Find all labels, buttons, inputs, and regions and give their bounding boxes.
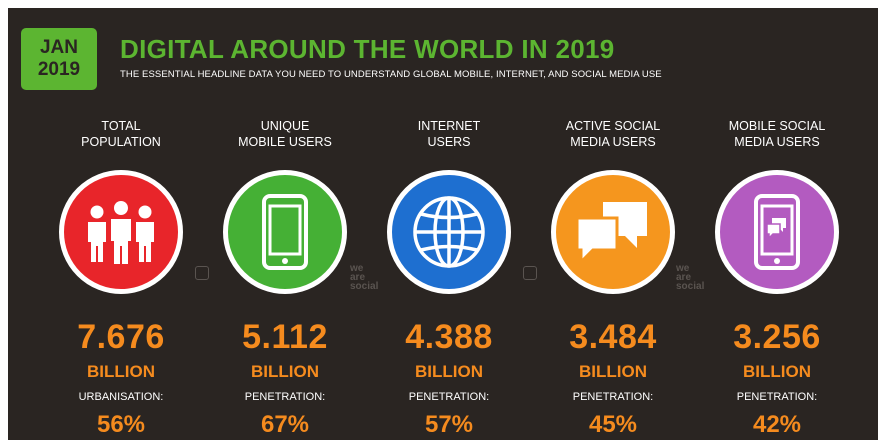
mobile-chat-icon bbox=[754, 194, 800, 270]
stat-value: 7.676 bbox=[77, 318, 165, 356]
stat-value: 3.484 bbox=[569, 318, 657, 356]
owl-logo-icon bbox=[523, 266, 537, 280]
metric-label: PENETRATION: bbox=[736, 391, 818, 403]
mobile-phone-icon bbox=[262, 194, 308, 270]
metric-label: URBANISATION: bbox=[78, 391, 164, 403]
stat-label-line1: ACTIVE SOCIAL bbox=[565, 119, 661, 133]
stat-label-line2: USERS bbox=[427, 135, 471, 149]
badge-year: 2019 bbox=[37, 59, 81, 80]
stat-unit: BILLION bbox=[579, 362, 647, 381]
stat-circle bbox=[59, 170, 183, 294]
stat-label: UNIQUE MOBILE USERS bbox=[238, 118, 332, 152]
metric-value: 67% bbox=[260, 411, 310, 438]
stat-value: 4.388 bbox=[405, 318, 493, 356]
owl-logo-icon bbox=[195, 266, 209, 280]
we-are-social-logo: we are social bbox=[676, 263, 705, 292]
date-badge: JAN 2019 bbox=[21, 28, 97, 90]
badge-month: JAN bbox=[39, 37, 78, 58]
stat-total-population: TOTAL POPULATION 7.676 BILLION URBANISAT… bbox=[46, 118, 196, 438]
brand-line1: we bbox=[676, 263, 690, 274]
stat-label-line2: MOBILE USERS bbox=[238, 135, 332, 149]
subheadline: THE ESSENTIAL HEADLINE DATA YOU NEED TO … bbox=[120, 69, 662, 80]
infographic-slide: JAN 2019 DIGITAL AROUND THE WORLD IN 201… bbox=[8, 8, 878, 440]
stat-active-social-media-users: ACTIVE SOCIAL MEDIA USERS 3.484 BILLION … bbox=[538, 118, 688, 438]
brand-line2: are bbox=[676, 272, 692, 283]
brand-line3: social bbox=[350, 281, 379, 292]
metric-label: PENETRATION: bbox=[408, 391, 490, 403]
metric-label: PENETRATION: bbox=[572, 391, 654, 403]
stat-circle bbox=[715, 170, 839, 294]
stat-label-line1: INTERNET bbox=[417, 119, 481, 133]
we-are-social-logo: we are social bbox=[350, 263, 379, 292]
stat-label: INTERNET USERS bbox=[418, 118, 481, 152]
brand-line2: are bbox=[350, 272, 366, 283]
metric-label: PENETRATION: bbox=[244, 391, 326, 403]
speech-bubbles-icon bbox=[575, 202, 647, 266]
stat-unique-mobile-users: UNIQUE MOBILE USERS 5.112 BILLION PENETR… bbox=[210, 118, 360, 438]
metric-value: 45% bbox=[588, 411, 638, 438]
stat-label-line1: MOBILE SOCIAL bbox=[728, 119, 826, 133]
stat-unit: BILLION bbox=[415, 362, 483, 381]
stat-mobile-social-media-users: MOBILE SOCIAL MEDIA USERS 3.256 BILLION … bbox=[702, 118, 852, 438]
globe-icon bbox=[413, 196, 485, 268]
stat-label: MOBILE SOCIAL MEDIA USERS bbox=[729, 118, 826, 152]
brand-line1: we bbox=[350, 263, 364, 274]
stat-internet-users: INTERNET USERS 4.388 BILLION PENETRATION… bbox=[374, 118, 524, 438]
stat-circle bbox=[387, 170, 511, 294]
stat-label-line1: UNIQUE bbox=[260, 119, 310, 133]
metric-value: 42% bbox=[752, 411, 802, 438]
brand-line3: social bbox=[676, 281, 705, 292]
stat-label-line2: POPULATION bbox=[81, 135, 161, 149]
stat-circle bbox=[223, 170, 347, 294]
stat-label-line2: MEDIA USERS bbox=[570, 135, 656, 149]
stat-label: ACTIVE SOCIAL MEDIA USERS bbox=[566, 118, 660, 152]
metric-value: 56% bbox=[96, 411, 146, 438]
metric-value: 57% bbox=[424, 411, 474, 438]
stat-unit: BILLION bbox=[87, 362, 155, 381]
stat-label: TOTAL POPULATION bbox=[81, 118, 161, 152]
stat-value: 3.256 bbox=[733, 318, 821, 356]
stat-label-line2: MEDIA USERS bbox=[734, 135, 820, 149]
stat-value: 5.112 bbox=[242, 318, 328, 356]
headline: DIGITAL AROUND THE WORLD IN 2019 bbox=[120, 34, 615, 64]
people-icon bbox=[88, 201, 154, 264]
stat-unit: BILLION bbox=[743, 362, 811, 381]
stat-circle bbox=[551, 170, 675, 294]
stat-unit: BILLION bbox=[251, 362, 319, 381]
stat-label-line1: TOTAL bbox=[101, 119, 141, 133]
